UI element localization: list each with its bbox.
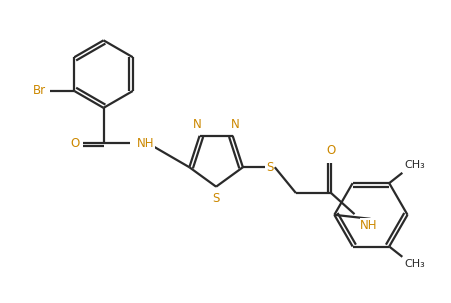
Text: Br: Br: [33, 85, 46, 98]
Text: N: N: [193, 118, 202, 131]
Text: NH: NH: [360, 219, 377, 232]
Text: NH: NH: [137, 137, 155, 150]
Text: S: S: [267, 161, 274, 174]
Text: CH₃: CH₃: [405, 259, 425, 269]
Text: O: O: [327, 144, 336, 157]
Text: N: N: [230, 118, 239, 131]
Text: CH₃: CH₃: [405, 161, 425, 171]
Text: O: O: [70, 137, 79, 150]
Text: S: S: [212, 192, 220, 205]
